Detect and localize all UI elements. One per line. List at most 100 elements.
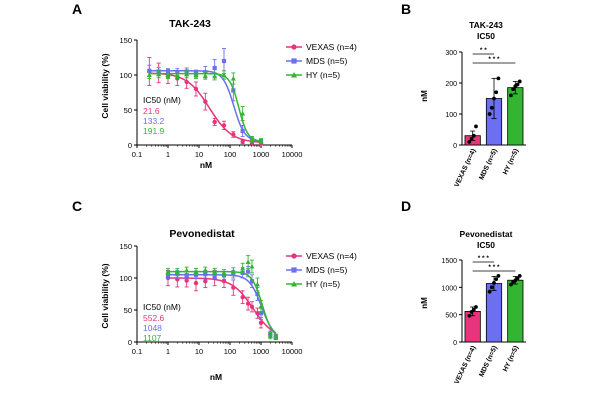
replicate-point-vexas (467, 313, 472, 318)
data-point-mds (240, 128, 245, 134)
y-tick-label: 50 (124, 306, 132, 315)
significance-stars: * * * (488, 56, 500, 63)
legend-entry-vexas: VEXAS (n=4) (286, 42, 357, 52)
x-tick-label: 10000 (282, 150, 303, 159)
data-point-vexas (203, 99, 208, 104)
data-point-hy (258, 138, 264, 143)
replicate-point-hy (515, 82, 520, 87)
y-tick-label: 150 (119, 242, 132, 251)
data-point-hy (146, 72, 152, 77)
replicate-point-vexas (474, 124, 478, 129)
y-tick-label: 500 (445, 313, 457, 320)
y-tick-label: 200 (445, 81, 457, 88)
data-point-hy (254, 281, 260, 287)
panel-letter-c: C (72, 198, 82, 214)
data-point-hy (240, 110, 246, 116)
replicate-point-mds (487, 112, 492, 116)
data-point-mds (249, 279, 255, 284)
replicate-point-hy (511, 87, 516, 92)
panel-b-title: TAK-243 (469, 20, 503, 30)
legend-label-hy: HY (n=5) (306, 70, 340, 80)
x-tick-label: 10 (195, 347, 203, 356)
x-category-label: VEXAS (n=4) (454, 345, 478, 385)
replicate-point-hy (509, 93, 513, 98)
panel-b-subtitle: IC50 (477, 31, 495, 41)
data-point-vexas (240, 295, 245, 300)
panel-c-plot: 0 50 100 150 0.1 1 10 100 1000 10000 (119, 242, 302, 356)
panel-d-subtitle: IC50 (477, 240, 495, 250)
legend-label-mds: MDS (n=5) (306, 56, 347, 66)
data-point-hy (184, 71, 190, 77)
data-point-vexas (193, 86, 199, 92)
panel-d-title: Pevonedistat (460, 229, 513, 239)
replicate-point-vexas (467, 140, 472, 144)
data-point-hy (165, 72, 171, 77)
significance-stars: * * (480, 47, 487, 54)
panel-c-xlabel: nM (210, 372, 222, 382)
data-point-hy (267, 333, 273, 338)
y-tick-label: 150 (119, 36, 132, 45)
replicate-point-mds (489, 285, 494, 290)
panel-c-ic50-hy: 1107 (143, 333, 162, 343)
data-point-vexas (212, 119, 217, 125)
x-category-label: MDS (n=5) (478, 345, 498, 378)
legend-entry-vexas: VEXAS (n=4) (286, 251, 357, 261)
replicate-point-hy (509, 282, 513, 287)
x-tick-label: 10 (195, 150, 203, 159)
panel-a-legend: VEXAS (n=4) MDS (n=5) HY (n=5) (286, 42, 357, 80)
data-point-hy (230, 269, 236, 274)
replicate-point-mds (496, 273, 501, 278)
data-point-hy (156, 71, 162, 77)
data-point-hy (249, 136, 255, 142)
panel-c: C Pevonedistat 0 50 100 150 0.1 1 10 100 1000 100… (72, 198, 357, 382)
replicate-point-vexas (469, 136, 474, 141)
panel-b-plot: 0 100 200 300 VEXAS (n=4) MDS (n=5) HY (n=5) * … (445, 47, 526, 188)
replicate-point-hy (517, 273, 522, 278)
panel-a-ic50-header: IC50 (nM) (143, 95, 181, 105)
data-point-hy (221, 270, 227, 275)
panel-d-ylabel: nM (420, 297, 429, 309)
data-point-hy (193, 269, 199, 274)
data-point-vexas (255, 311, 260, 316)
data-point-mds (221, 58, 227, 64)
legend-label-vexas: VEXAS (n=4) (306, 251, 357, 261)
x-category-label: MDS (n=5) (478, 148, 498, 181)
panel-c-ic50-header: IC50 (nM) (143, 302, 181, 312)
data-point-hy (165, 269, 171, 274)
panel-letter-a: A (72, 1, 82, 17)
y-tick-label: 100 (119, 71, 132, 80)
data-point-vexas (245, 301, 251, 306)
bar-hy (507, 279, 524, 343)
legend-label-vexas: VEXAS (n=4) (306, 42, 357, 52)
data-point-mds (212, 65, 217, 71)
panel-a-ic50-mds: 133.2 (143, 116, 165, 126)
replicate-point-vexas (471, 307, 476, 312)
x-category-label: HY (n=5) (502, 345, 520, 373)
panel-a-plot: 0 50 100 150 0.1 1 10 100 1000 10000 (119, 36, 302, 159)
panel-a-ylabel: Cell viability (%) (100, 53, 110, 118)
data-point-mds (147, 68, 152, 73)
y-tick-label: 100 (445, 112, 457, 119)
legend-entry-hy: HY (n=5) (286, 70, 340, 80)
x-tick-label: 0.1 (132, 150, 142, 159)
data-point-hy (212, 73, 218, 79)
data-point-hy (258, 304, 264, 309)
x-tick-label: 1000 (253, 347, 270, 356)
panel-c-ic50-mds: 1048 (143, 323, 162, 333)
replicate-point-mds (489, 105, 494, 110)
data-point-hy (202, 73, 208, 78)
y-tick-label: 1500 (441, 258, 457, 265)
panel-c-legend: VEXAS (n=4) MDS (n=5) HY (n=5) (286, 251, 357, 289)
panel-b: B TAK-243 IC50 0 100 200 300 VEXAS (n=4) MDS … (401, 1, 526, 188)
data-point-hy (193, 72, 199, 77)
replicate-point-mds (494, 277, 499, 282)
legend-entry-hy: HY (n=5) (286, 279, 340, 289)
x-tick-label: 1000 (253, 150, 270, 159)
panel-c-title: Pevonedistat (169, 228, 235, 240)
data-point-hy (230, 75, 236, 81)
y-tick-label: 0 (453, 340, 457, 347)
panel-a: A TAK-243 0 50 100 150 0.1 1 10 100 1000 10000 Ce… (72, 1, 357, 170)
replicate-point-hy (515, 276, 520, 281)
x-tick-label: 1 (166, 347, 170, 356)
